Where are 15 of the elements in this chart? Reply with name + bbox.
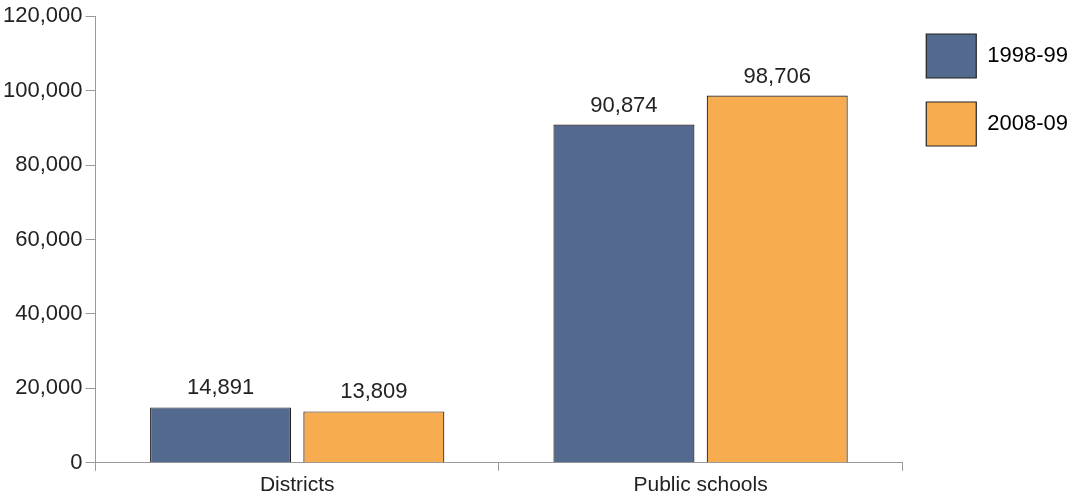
data-label: 14,891 xyxy=(186,374,255,400)
legend-label: 2008-09 xyxy=(987,110,1069,136)
y-tick-label: 100,000 xyxy=(2,76,83,102)
y-tick-label: 80,000 xyxy=(15,151,83,177)
legend-label: 1998-99 xyxy=(987,42,1069,68)
y-tick-label: 120,000 xyxy=(2,2,83,28)
data-label: 90,874 xyxy=(590,91,658,117)
data-label: 13,809 xyxy=(340,378,408,404)
y-tick-label: 20,000 xyxy=(15,374,83,400)
y-tick-label: 60,000 xyxy=(15,225,83,251)
y-tick-label: 40,000 xyxy=(15,300,83,325)
data-label: 98,706 xyxy=(743,62,811,88)
x-tick-label: Districts xyxy=(259,472,335,496)
y-tick-label: 0 xyxy=(70,448,83,474)
x-tick-label: Public schools xyxy=(633,472,768,496)
